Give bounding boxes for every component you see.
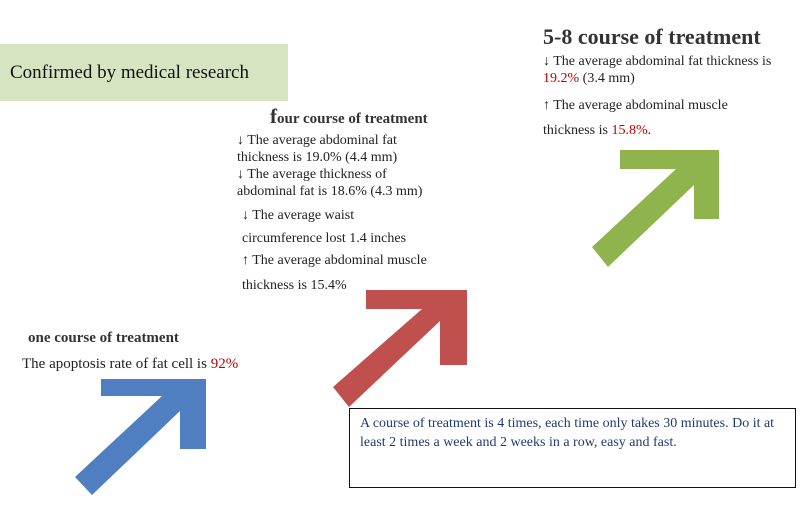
stage-four-title-initial: f — [270, 104, 277, 128]
stage-four-item-1-line-1: The average abdominal fat — [244, 133, 397, 148]
blue-growth-arrow-icon — [75, 379, 206, 495]
research-banner: Confirmed by medical research — [0, 44, 288, 101]
stage-five-eight-item-2-suffix: . — [647, 123, 652, 138]
stage-four-item-4-line-2: thickness is 15.4% — [242, 278, 347, 293]
stage-four-item-3-line-2: circumference lost 1.4 inches — [242, 231, 407, 246]
down-arrow-icon: ↓ — [543, 54, 550, 69]
stage-five-eight-item-1-line-1: The average abdominal fat thickness is — [550, 54, 772, 69]
muscle-thickness-value: 15.8% — [611, 123, 648, 138]
red-growth-arrow-icon — [333, 290, 467, 407]
stage-five-eight-item-2-line-1: The average abdominal muscle — [550, 98, 728, 113]
green-growth-arrow-icon — [592, 150, 719, 267]
stage-four-title-rest: our course of treatment — [277, 111, 428, 127]
banner-text: Confirmed by medical research — [10, 62, 249, 83]
stage-four-item-4-line-1: The average abdominal muscle — [249, 253, 427, 268]
treatment-schedule-note: A course of treatment is 4 times, each t… — [349, 408, 796, 488]
stage-one-title: one course of treatment — [28, 330, 179, 346]
up-arrow-icon: ↑ — [242, 253, 249, 268]
stage-five-eight-item-1-suffix: (3.4 mm) — [579, 71, 635, 86]
stage-four-title: four course of treatment — [270, 104, 428, 129]
down-arrow-icon: ↓ — [237, 167, 244, 182]
up-arrow-icon: ↑ — [543, 98, 550, 113]
stage-four-item-2-line-1: The average thickness of — [244, 167, 387, 182]
stage-one-line: The apoptosis rate of fat cell is 92% — [22, 356, 238, 373]
stage-one-line-prefix: The apoptosis rate of fat cell is — [22, 356, 211, 372]
treatment-schedule-text: A course of treatment is 4 times, each t… — [360, 416, 775, 450]
apoptosis-rate-value: 92% — [210, 356, 239, 372]
down-arrow-icon: ↓ — [237, 133, 244, 148]
stage-four-item-3-line-1: The average waist — [249, 208, 355, 223]
stage-four-item-1-line-2: thickness is 19.0% (4.4 mm) — [237, 150, 398, 165]
stage-four-item-2: ↓ The average thickness of abdominal fat… — [237, 166, 422, 200]
stage-five-eight-title: 5-8 course of treatment — [543, 24, 761, 49]
stage-four-item-3: ↓ The average waist circumference lost 1… — [242, 204, 406, 250]
stage-four-item-2-line-2: abdominal fat is 18.6% (4.3 mm) — [237, 184, 423, 199]
stage-five-eight-item-1: ↓ The average abdominal fat thickness is… — [543, 53, 771, 87]
fat-thickness-value: 19.2% — [543, 71, 580, 86]
stage-five-eight-item-2-prefix: thickness is — [543, 123, 612, 138]
down-arrow-icon: ↓ — [242, 208, 249, 223]
stage-four-item-1: ↓ The average abdominal fat thickness is… — [237, 132, 397, 166]
stage-four-item-4: ↑ The average abdominal muscle thickness… — [242, 248, 427, 298]
stage-five-eight-item-2: ↑ The average abdominal muscle thickness… — [543, 93, 728, 143]
